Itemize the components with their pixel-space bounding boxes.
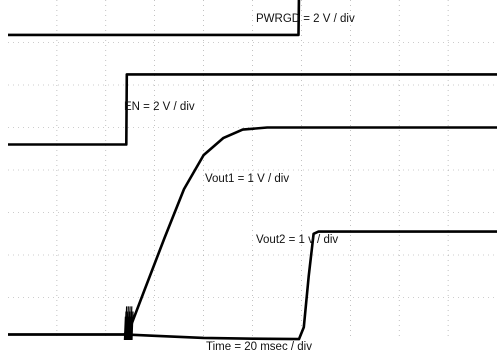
trace-vout2	[8, 230, 497, 341]
series-label-en: EN = 2 V / div	[124, 101, 195, 113]
traces	[8, 0, 497, 341]
trace-pwrgd	[8, 0, 301, 37]
series-label-vout2: Vout2 = 1 v / div	[256, 234, 338, 246]
trace-vout1-noise	[123, 306, 134, 341]
series-label-pwrgd: PWRGD = 2 V / div	[256, 13, 355, 25]
grid	[8, 0, 497, 340]
series-label-vout1: Vout1 = 1 V / div	[205, 173, 289, 185]
x-axis-label: Time = 20 msec / div	[206, 341, 312, 353]
series-labels: PWRGD = 2 V / div EN = 2 V / div Vout1 =…	[124, 13, 355, 246]
trace-en	[8, 73, 497, 146]
